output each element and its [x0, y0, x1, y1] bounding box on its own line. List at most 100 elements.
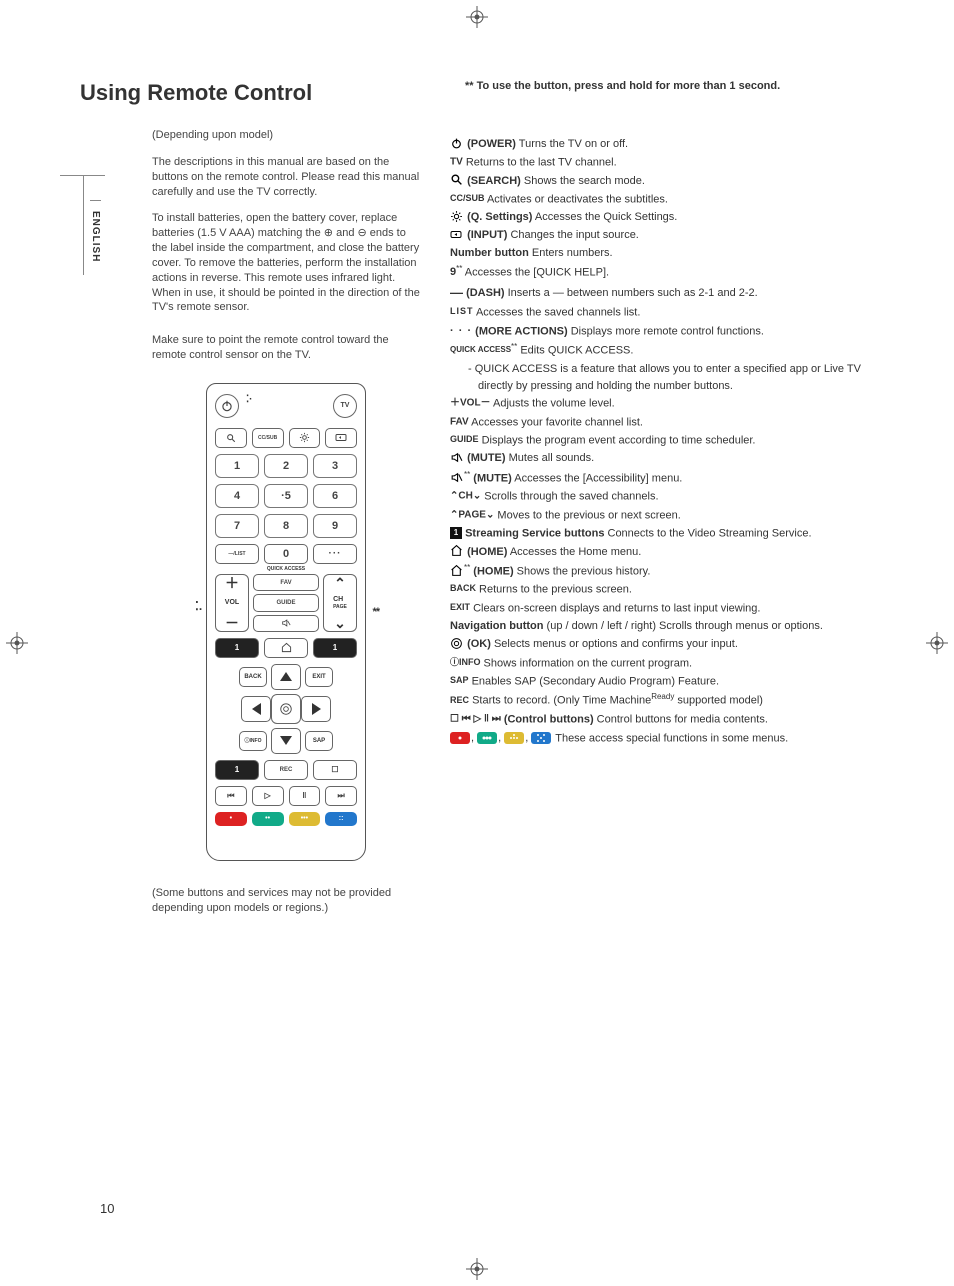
remote-qa-label: QUICK ACCESS: [215, 566, 357, 572]
desc-row: Navigation button (up / down / left / ri…: [450, 618, 890, 635]
remote-zero-btn: 0: [264, 544, 308, 564]
nine-icon: 9: [450, 264, 456, 281]
mute-icon: [450, 451, 463, 464]
desc-row: (SEARCH) Shows the search mode.: [450, 173, 890, 190]
desc-row: LIST Accesses the saved channels list.: [450, 304, 890, 321]
desc-row: ⌃CH⌄ Scrolls through the saved channels.: [450, 488, 890, 505]
remote-sap-btn: SAP: [305, 731, 333, 751]
page-icon: ⌃PAGE⌄: [450, 507, 494, 524]
remote-stream-1: 1: [215, 638, 259, 658]
remote-nav-pad: BACK EXIT ⓘINFO SAP: [241, 664, 331, 754]
remote-nav-right: [301, 696, 331, 722]
page-content: Using Remote Control ** To use the butto…: [80, 80, 890, 916]
remote-nav-left: [241, 696, 271, 722]
remote-num-6: 6: [313, 484, 357, 508]
remote-num-2: 2: [264, 454, 308, 478]
remote-back-btn: BACK: [239, 667, 267, 687]
search-icon: [450, 173, 463, 186]
remote-mute-btn: [253, 615, 319, 632]
info-icon: ⓘINFO: [450, 655, 481, 672]
crop-mark-left: [6, 632, 28, 654]
remote-exit-btn: EXIT: [305, 667, 333, 687]
rec-icon: REC: [450, 693, 469, 710]
desc-row: ＋VOL－ Adjusts the volume level.: [450, 395, 890, 412]
remote-nav-up: [271, 664, 301, 690]
back-icon: BACK: [450, 581, 476, 598]
remote-color-1: ••: [252, 812, 284, 826]
desc-row: ☐ ⏮ ▷ ‖ ⏭ (Control buttons) Control butt…: [450, 711, 890, 728]
mute-icon: [450, 471, 463, 484]
remote-diagram: ⁚. ** ⁚· TV CC/SUB: [191, 383, 381, 871]
crop-mark-bottom: [466, 1258, 488, 1280]
remote-tv-btn: TV: [333, 394, 357, 418]
remote-search-btn: [215, 428, 247, 448]
remote-stream-3: 1: [215, 760, 259, 780]
remote-num-·5: ·5: [264, 484, 308, 508]
remote-rew-btn: ⏮: [215, 786, 247, 806]
remote-num-1: 1: [215, 454, 259, 478]
tv-icon: TV: [450, 154, 463, 171]
button-descriptions: (POWER) Turns the TV on or off.TV Return…: [450, 136, 890, 360]
remote-ff-btn: ⏭: [325, 786, 357, 806]
intro-para-2: To install batteries, open the battery c…: [152, 211, 420, 315]
more-icon: · · ·: [450, 323, 472, 340]
input-icon: [450, 228, 463, 241]
desc-row: CC/SUB Activates or deactivates the subt…: [450, 191, 890, 208]
side-label-right: **: [372, 606, 379, 618]
desc-row: EXIT Clears on-screen displays and retur…: [450, 600, 890, 617]
desc-row: (INPUT) Changes the input source.: [450, 227, 890, 244]
side-label-left: ⁚.: [195, 604, 202, 608]
depends-note: (Depending upon model): [152, 128, 420, 143]
desc-row: BACK Returns to the previous screen.: [450, 581, 890, 598]
desc-row: (Q. Settings) Accesses the Quick Setting…: [450, 209, 890, 226]
dash-icon: —: [450, 283, 463, 303]
desc-row: 1 Streaming Service buttons Connects to …: [450, 525, 890, 542]
button-descriptions-2: ＋VOL－ Adjusts the volume level. FAV Acces…: [450, 395, 890, 747]
remote-play-btn: ▷: [252, 786, 284, 806]
quick-access-sub: - QUICK ACCESS is a feature that allows …: [468, 361, 890, 395]
crop-mark-top: [466, 6, 488, 28]
desc-row: (POWER) Turns the TV on or off.: [450, 136, 890, 153]
remote-more-btn: ···: [313, 544, 357, 564]
desc-row: FAV Accesses your favorite channel list.: [450, 414, 890, 431]
remote-settings-btn: [289, 428, 321, 448]
intro-para-3: Make sure to point the remote control to…: [152, 333, 420, 363]
remote-num-7: 7: [215, 514, 259, 538]
remote-fav-btn: FAV: [253, 574, 319, 591]
desc-row: GUIDE Displays the program event accordi…: [450, 432, 890, 449]
remote-stream-2: 1: [313, 638, 357, 658]
list-icon: LIST: [450, 304, 474, 321]
gear-icon: [450, 210, 463, 223]
remote-nav-down: [271, 728, 301, 754]
desc-row: SAP Enables SAP (Secondary Audio Program…: [450, 673, 890, 690]
remote-pause-btn: ‖: [289, 786, 321, 806]
desc-row: — (DASH) Inserts a — between numbers suc…: [450, 283, 890, 303]
vol-icon: ＋VOL－: [450, 395, 491, 412]
desc-row: ** (HOME) Shows the previous history.: [450, 562, 890, 581]
fav-icon: FAV: [450, 414, 469, 431]
desc-row: , , , These access special functions in …: [450, 730, 890, 747]
page-number: 10: [100, 1201, 114, 1216]
remote-num-9: 9: [313, 514, 357, 538]
remote-color-2: •••: [289, 812, 321, 826]
remote-num-3: 3: [313, 454, 357, 478]
remote-num-8: 8: [264, 514, 308, 538]
colors-icon: , , ,: [450, 730, 552, 747]
desc-row: TV Returns to the last TV channel.: [450, 154, 890, 171]
guide-icon: GUIDE: [450, 432, 479, 449]
remote-stop-btn: ☐: [313, 760, 357, 780]
crop-mark-right: [926, 632, 948, 654]
remote-color-0: •: [215, 812, 247, 826]
intro-para-1: The descriptions in this manual are base…: [152, 155, 420, 200]
desc-row: (OK) Selects menus or options and confir…: [450, 636, 890, 653]
hold-instruction: ** To use the button, press and hold for…: [465, 80, 890, 92]
desc-row: Number button Enters numbers.: [450, 245, 890, 262]
desc-row: ⓘINFO Shows information on the current p…: [450, 655, 890, 672]
sap-icon: SAP: [450, 673, 469, 690]
ch-icon: ⌃CH⌄: [450, 488, 481, 505]
qa-icon: QUICK ACCESS: [450, 342, 511, 359]
desc-row: QUICK ACCESS** Edits QUICK ACCESS.: [450, 341, 890, 360]
remote-info-btn: ⓘINFO: [239, 731, 267, 751]
diagram-footnote: (Some buttons and services may not be pr…: [152, 886, 420, 916]
ccsub-icon: CC/SUB: [450, 191, 485, 208]
